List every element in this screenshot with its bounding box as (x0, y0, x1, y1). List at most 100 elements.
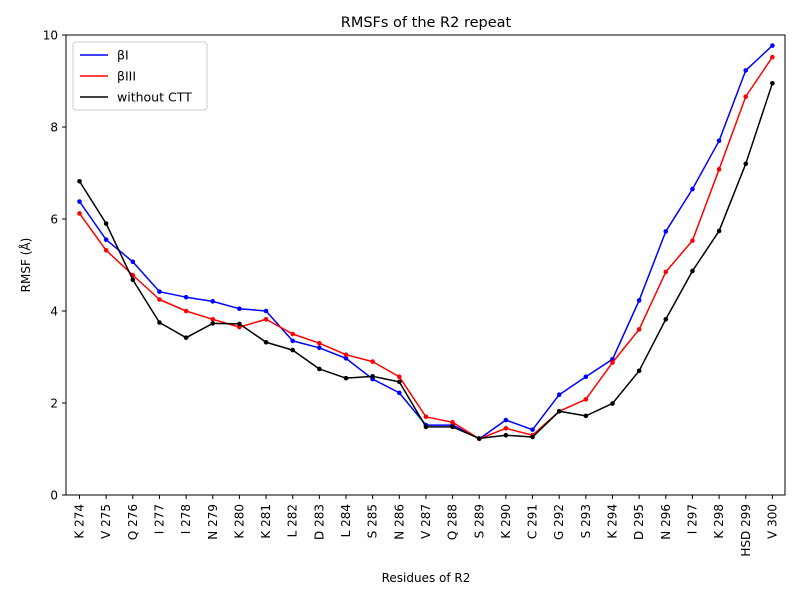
data-point (77, 199, 82, 204)
data-point (556, 408, 562, 414)
y-axis-label: RMSF (Å) (18, 238, 33, 293)
data-point (690, 268, 695, 274)
data-point (210, 299, 216, 304)
data-point (743, 94, 749, 99)
data-point (103, 237, 109, 242)
x-tick-label: K 294 (606, 504, 620, 539)
data-point (530, 427, 535, 432)
legend-label: without CTT (117, 90, 192, 105)
x-tick-label: G 292 (552, 504, 566, 540)
x-tick-label: V 287 (419, 504, 433, 539)
data-point (690, 186, 695, 192)
data-point (317, 345, 322, 351)
data-point (290, 347, 296, 353)
y-tick-label: 2 (50, 397, 58, 411)
data-point (317, 340, 322, 346)
data-point (210, 321, 216, 326)
y-tick-label: 6 (50, 213, 58, 227)
x-tick-label: D 283 (312, 504, 326, 540)
x-tick-label: K 274 (73, 504, 87, 539)
data-point (716, 228, 722, 234)
y-tick-label: 0 (50, 489, 58, 503)
data-point (290, 331, 296, 337)
data-point (556, 392, 562, 398)
x-tick-label: S 293 (579, 504, 593, 538)
data-point (263, 308, 269, 314)
data-point (343, 352, 349, 358)
x-tick-label: V 300 (765, 504, 779, 539)
legend-entry: without CTT (80, 90, 192, 105)
data-point (343, 375, 349, 381)
legend-label: βI (117, 48, 129, 63)
legend-box (72, 41, 208, 111)
x-tick-label: S 285 (366, 504, 380, 538)
data-point (610, 360, 615, 365)
x-axis-label: Residues of R2 (382, 571, 471, 585)
data-point (583, 397, 589, 402)
data-point (450, 420, 455, 425)
x-tick-label: L 284 (339, 504, 353, 537)
data-point (583, 374, 589, 380)
data-point (370, 374, 375, 379)
y-tick-label: 4 (50, 305, 58, 319)
data-point (263, 316, 269, 322)
data-point (370, 359, 375, 364)
legend: βI βIII without CTT (72, 41, 208, 111)
series-line-2 (78, 83, 774, 440)
data-point (130, 259, 136, 265)
data-point (290, 338, 296, 344)
x-tick-label: K 298 (712, 504, 726, 539)
data-point (770, 43, 775, 48)
data-point (397, 379, 402, 385)
data-point (610, 401, 615, 406)
data-point (397, 390, 402, 396)
data-point (530, 434, 535, 440)
x-tick-label: S 289 (472, 504, 486, 538)
legend-label: βIII (117, 69, 136, 84)
legend-entry: βI (80, 48, 129, 63)
data-point (77, 178, 82, 184)
x-tick-label: K 290 (499, 504, 513, 539)
data-point (770, 54, 775, 60)
data-point (423, 414, 429, 420)
data-point (503, 417, 509, 423)
data-point (476, 436, 482, 441)
series-2 (77, 81, 775, 441)
data-point (716, 138, 722, 144)
data-point (157, 289, 162, 294)
x-tick-label: V 275 (99, 504, 113, 539)
data-point (183, 308, 189, 314)
chart-title: RMSFs of the R2 repeat (341, 15, 512, 31)
data-point (77, 211, 82, 216)
data-point (663, 229, 669, 234)
data-point (636, 327, 642, 332)
data-point (237, 321, 242, 327)
x-tick-label: N 296 (659, 504, 673, 540)
data-point (716, 167, 722, 172)
y-tick-label: 8 (50, 121, 58, 135)
data-point (103, 221, 109, 226)
y-tick-label: 10 (43, 29, 58, 43)
data-point (743, 68, 749, 73)
data-point (130, 277, 136, 283)
x-tick-label: C 291 (526, 504, 540, 539)
legend-entry: βIII (80, 69, 136, 84)
data-point (636, 298, 642, 303)
x-tick-label: D 295 (632, 504, 646, 540)
data-point (743, 161, 749, 167)
data-point (103, 247, 109, 253)
data-point (263, 339, 269, 345)
data-point (423, 424, 429, 430)
x-tick-label: Q 276 (126, 504, 140, 540)
data-point (663, 269, 669, 275)
x-axis-ticks: K 274 V 275 Q 276 I 277 I 278 N 279 K 280 K 281… (73, 495, 779, 557)
series-layer (77, 43, 775, 442)
data-point (157, 297, 162, 302)
x-tick-label: Q 288 (446, 504, 460, 540)
data-point (397, 374, 402, 380)
series-line-1 (78, 56, 774, 440)
data-point (583, 413, 589, 419)
data-point (210, 316, 216, 322)
x-tick-label: N 279 (206, 504, 220, 540)
